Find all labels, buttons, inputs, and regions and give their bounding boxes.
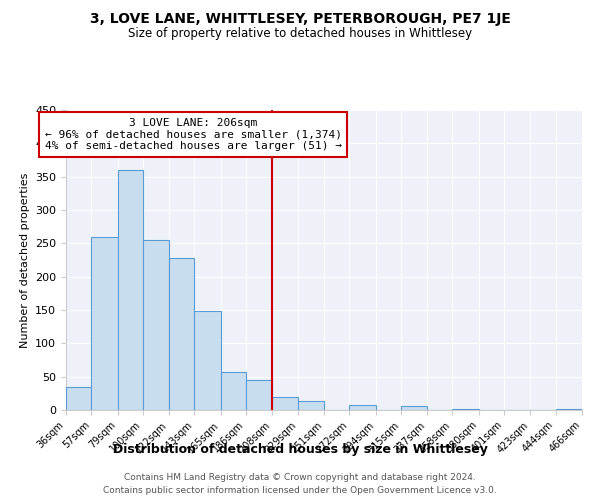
- Bar: [221, 372, 246, 410]
- Text: Contains public sector information licensed under the Open Government Licence v3: Contains public sector information licen…: [103, 486, 497, 495]
- Bar: [66, 386, 91, 410]
- Text: Distribution of detached houses by size in Whittlesey: Distribution of detached houses by size …: [113, 442, 487, 456]
- Bar: [556, 408, 582, 410]
- Text: 3 LOVE LANE: 206sqm
← 96% of detached houses are smaller (1,374)
4% of semi-deta: 3 LOVE LANE: 206sqm ← 96% of detached ho…: [44, 118, 342, 151]
- Bar: [91, 236, 118, 410]
- Bar: [349, 406, 376, 410]
- Bar: [143, 240, 169, 410]
- Bar: [298, 402, 324, 410]
- Bar: [118, 170, 143, 410]
- Text: 3, LOVE LANE, WHITTLESEY, PETERBOROUGH, PE7 1JE: 3, LOVE LANE, WHITTLESEY, PETERBOROUGH, …: [89, 12, 511, 26]
- Bar: [272, 396, 298, 410]
- Text: Contains HM Land Registry data © Crown copyright and database right 2024.: Contains HM Land Registry data © Crown c…: [124, 472, 476, 482]
- Bar: [452, 408, 479, 410]
- Text: Size of property relative to detached houses in Whittlesey: Size of property relative to detached ho…: [128, 28, 472, 40]
- Y-axis label: Number of detached properties: Number of detached properties: [20, 172, 29, 348]
- Bar: [194, 312, 221, 410]
- Bar: [246, 380, 272, 410]
- Bar: [169, 258, 194, 410]
- Bar: [401, 406, 427, 410]
